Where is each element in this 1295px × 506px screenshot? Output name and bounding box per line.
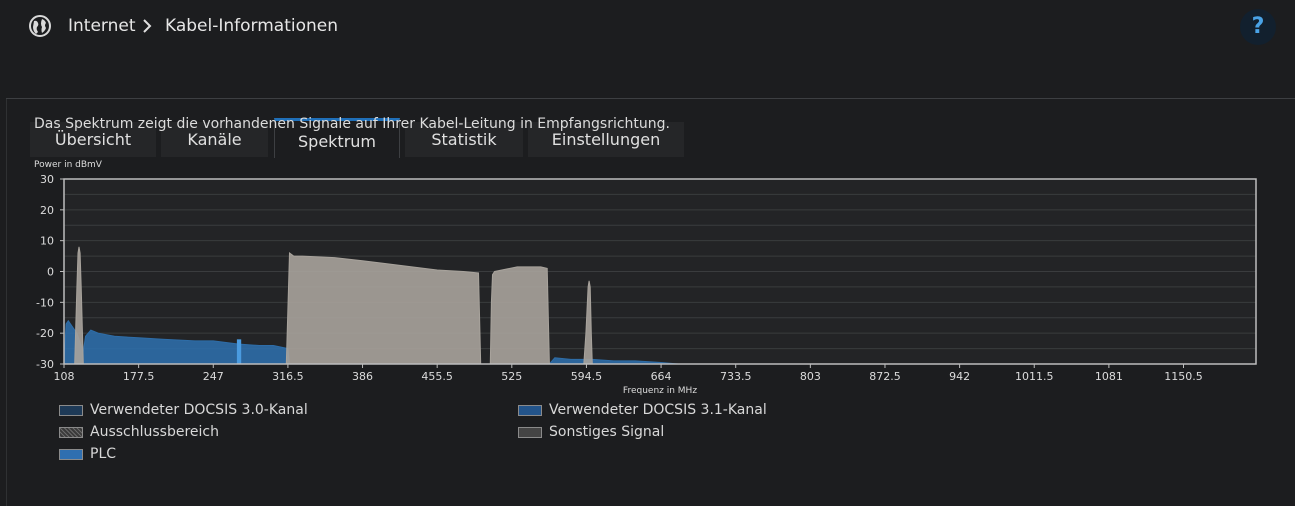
header-bar: Internet Kabel-Informationen ? (0, 0, 1295, 56)
x-tick-label: 177.5 (123, 370, 155, 383)
breadcrumb-page: Kabel-Informationen (165, 16, 339, 36)
tab-spectrum[interactable]: Spektrum (274, 118, 400, 158)
x-tick-label: 386 (352, 370, 373, 383)
legend-label-exclusion: Ausschlussbereich (90, 424, 219, 440)
x-tick-label: 108 (54, 370, 75, 383)
legend-swatch-docsis30 (59, 405, 83, 416)
spectrum-description: Das Spektrum zeigt die vorhandenen Signa… (34, 116, 671, 132)
breadcrumb-section[interactable]: Internet (68, 16, 136, 36)
legend-swatch-plc (59, 449, 83, 460)
legend-swatch-docsis31 (518, 405, 542, 416)
y-tick-label: -20 (36, 327, 54, 340)
y-tick-label: 10 (40, 235, 54, 248)
tab-overview[interactable]: Übersicht (30, 122, 156, 157)
chevron-right-icon (143, 19, 152, 33)
legend-label-docsis30: Verwendeter DOCSIS 3.0-Kanal (90, 402, 308, 418)
legend-label-plc: PLC (90, 446, 117, 462)
y-tick-label: 0 (47, 266, 54, 279)
globe-icon (29, 15, 51, 37)
tab-bar: Übersicht Kanäle Spektrum Statistik Eins… (0, 59, 1295, 158)
legend-swatch-other (518, 427, 542, 438)
x-tick-label: 803 (800, 370, 821, 383)
x-tick-label: 594.5 (571, 370, 603, 383)
x-tick-label: 455.5 (421, 370, 453, 383)
plc-band (236, 339, 242, 364)
legend-label-docsis31: Verwendeter DOCSIS 3.1-Kanal (549, 402, 767, 418)
x-tick-label: 525 (501, 370, 522, 383)
content-panel (6, 99, 1295, 506)
legend-swatch-exclusion (59, 427, 83, 438)
x-tick-label: 872.5 (869, 370, 901, 383)
x-tick-label: 664 (651, 370, 672, 383)
tab-statistics[interactable]: Statistik (405, 122, 523, 157)
tab-channels[interactable]: Kanäle (161, 122, 268, 157)
y-tick-label: -30 (36, 358, 54, 371)
y-tick-label: 20 (40, 204, 54, 217)
y-axis-label: Power in dBmV (34, 160, 103, 170)
x-tick-label: 247 (203, 370, 224, 383)
legend-label-other: Sonstiges Signal (549, 424, 665, 440)
x-tick-label: 316.5 (272, 370, 304, 383)
x-tick-label: 733.5 (720, 370, 752, 383)
tab-settings[interactable]: Einstellungen (528, 122, 684, 157)
y-tick-label: 30 (40, 173, 54, 186)
x-tick-label: 1081 (1095, 370, 1123, 383)
x-tick-label: 942 (949, 370, 970, 383)
help-button[interactable]: ? (1240, 9, 1276, 45)
x-axis-label: Frequenz in MHz (623, 386, 697, 396)
tab-divider (6, 98, 1295, 99)
y-tick-label: -10 (36, 296, 54, 309)
x-tick-label: 1150.5 (1164, 370, 1203, 383)
x-tick-label: 1011.5 (1015, 370, 1054, 383)
